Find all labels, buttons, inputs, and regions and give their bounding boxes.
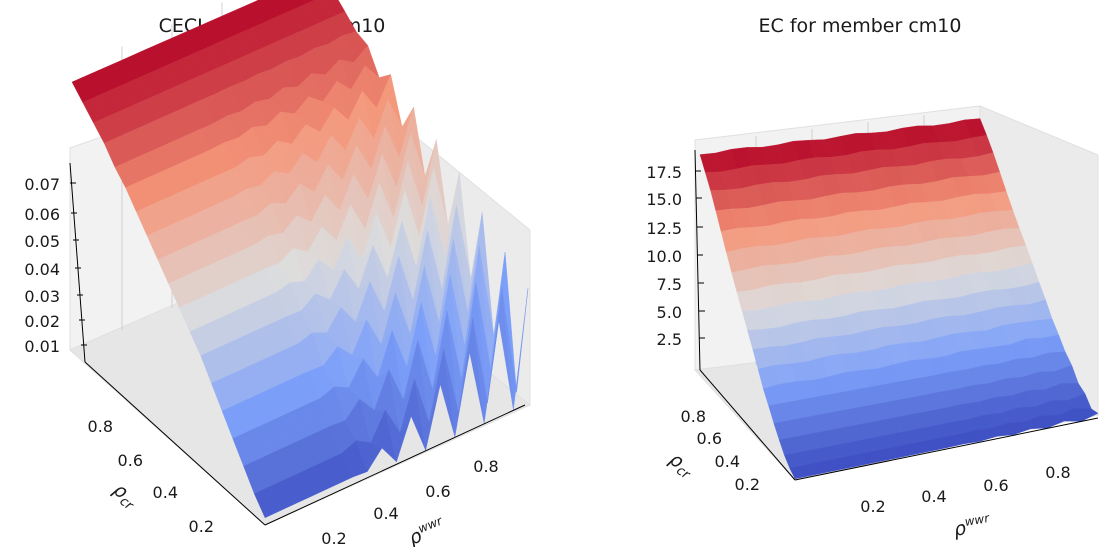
cecl-z-tick-label: 0.03 bbox=[24, 287, 60, 306]
ec-z-tick-label: 15.0 bbox=[646, 190, 682, 209]
ec-z-tick-label: 10.0 bbox=[646, 247, 682, 266]
ec-z-tick-label: 17.5 bbox=[646, 163, 682, 182]
cecl-y-tick-label: 0.2 bbox=[189, 517, 214, 536]
ec-x-tick-label: 0.6 bbox=[983, 476, 1008, 495]
ec-y-axis bbox=[699, 369, 796, 481]
cecl-surface bbox=[71, 0, 529, 519]
ec-y-tick-label: 0.8 bbox=[681, 407, 706, 426]
ec-x-axis-label: ρwwr bbox=[952, 511, 993, 541]
cecl-z-ticks: 0.07 0.06 0.05 0.04 0.03 0.02 0.01 bbox=[24, 175, 87, 356]
cecl-z-tick-label: 0.02 bbox=[24, 312, 60, 331]
ec-y-axis-label: ρcr bbox=[663, 448, 699, 484]
ec-z-ticks: 17.5 15.0 12.5 10.0 7.5 5.0 2.5 bbox=[646, 163, 705, 349]
cecl-x-ticks: 0.2 0.4 0.6 0.8 bbox=[321, 457, 498, 547]
cecl-x-axis-label-sup: wwr bbox=[416, 513, 445, 536]
cecl-y-axis-label-sub: cr bbox=[117, 494, 137, 515]
cecl-y-axis-label: ρcr bbox=[107, 479, 143, 515]
ec-z-tick-label: 7.5 bbox=[657, 275, 682, 294]
ec-z-tick-label: 5.0 bbox=[657, 303, 682, 322]
cecl-y-tick-label: 0.8 bbox=[88, 417, 113, 436]
cecl-x-tick-label: 0.2 bbox=[321, 529, 346, 547]
ec-z-tick-label: 12.5 bbox=[646, 219, 682, 238]
ec-y-tick-label: 0.2 bbox=[735, 475, 760, 494]
ec-chart: EC for member cm10 17.5 15.0 12.5 10.0 7… bbox=[646, 15, 1100, 541]
cecl-y-axis bbox=[84, 361, 266, 526]
ec-x-tick-label: 0.4 bbox=[921, 487, 946, 506]
ec-surface bbox=[699, 118, 1099, 480]
cecl-x-tick-label: 0.8 bbox=[473, 457, 498, 476]
ec-y-tick-label: 0.6 bbox=[697, 429, 722, 448]
cecl-axes bbox=[69, 162, 526, 526]
ec-y-ticks: 0.8 0.6 0.4 0.2 bbox=[681, 407, 760, 494]
ec-x-tick-label: 0.2 bbox=[860, 497, 885, 516]
cecl-x-tick-label: 0.4 bbox=[373, 504, 398, 523]
ec-x-axis bbox=[794, 417, 1099, 481]
cecl-y-ticks: 0.8 0.6 0.4 0.2 bbox=[88, 417, 214, 536]
ec-x-tick-label: 0.8 bbox=[1045, 463, 1070, 482]
cecl-x-axis bbox=[264, 404, 526, 526]
surface-facet bbox=[501, 287, 529, 410]
ec-title: EC for member cm10 bbox=[759, 15, 962, 37]
surface-facet bbox=[303, 0, 316, 5]
cecl-y-tick-label: 0.4 bbox=[153, 483, 178, 502]
ec-x-ticks: 0.2 0.4 0.6 0.8 bbox=[860, 463, 1070, 516]
cecl-chart: CECL for member cm10 0.07 0.06 0.05 0.04… bbox=[24, 0, 531, 547]
cecl-z-tick-label: 0.07 bbox=[24, 175, 60, 194]
cecl-x-axis-label: ρwwr bbox=[405, 513, 449, 547]
ec-y-axis-label-sub: cr bbox=[673, 463, 693, 483]
ec-x-axis-label-sup: wwr bbox=[964, 511, 992, 529]
surface-facet bbox=[1074, 408, 1099, 422]
ec-axes bbox=[694, 149, 1099, 481]
cecl-x-tick-label: 0.6 bbox=[425, 482, 450, 501]
ec-z-axis bbox=[694, 149, 701, 371]
cecl-z-axis bbox=[69, 162, 86, 363]
cecl-z-tick-label: 0.05 bbox=[24, 232, 60, 251]
cecl-z-tick-label: 0.01 bbox=[24, 337, 60, 356]
ec-y-tick-label: 0.4 bbox=[715, 452, 740, 471]
cecl-z-tick-label: 0.06 bbox=[24, 205, 60, 224]
cecl-y-tick-label: 0.6 bbox=[118, 451, 143, 470]
ec-z-tick-label: 2.5 bbox=[657, 330, 682, 349]
cecl-z-tick-label: 0.04 bbox=[24, 260, 60, 279]
